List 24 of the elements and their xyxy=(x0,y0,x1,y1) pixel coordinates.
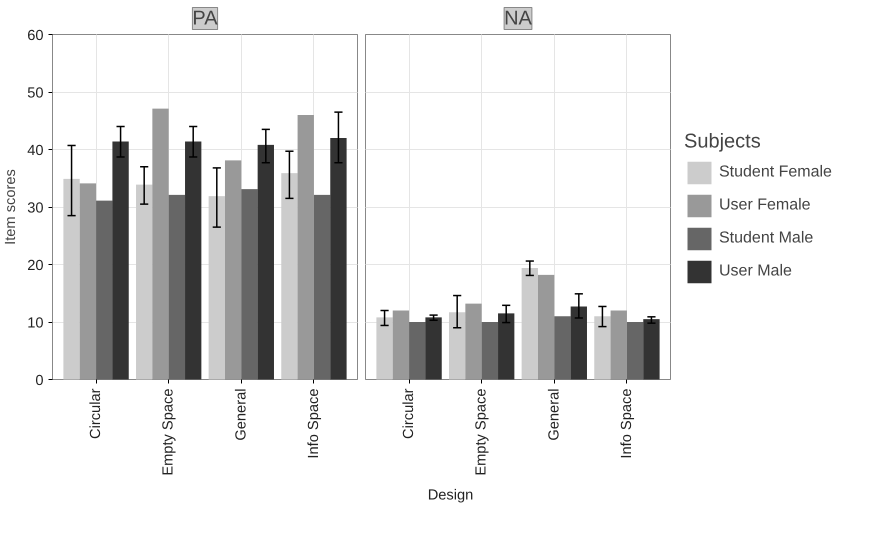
y-tick-label: 10 xyxy=(27,316,44,332)
legend-label: Student Male xyxy=(719,229,814,247)
y-axis-title: Item scores xyxy=(3,169,20,245)
x-tick-label: Empty Space xyxy=(160,388,177,476)
y-tick-label: 0 xyxy=(35,373,44,389)
legend-label: User Male xyxy=(719,262,792,280)
y-tick-label: 20 xyxy=(27,258,44,274)
legend-label: User Female xyxy=(719,196,811,214)
chart-title: PA xyxy=(192,8,218,30)
legend-label: Student Female xyxy=(719,163,832,181)
y-tick-label: 40 xyxy=(27,143,44,159)
x-axis-title: Design xyxy=(428,488,474,504)
x-tick-label: Circular xyxy=(88,388,104,439)
x-tick-label: Info Space xyxy=(618,388,635,459)
legend-title: Subjects xyxy=(684,130,762,153)
x-tick-label: Info Space xyxy=(306,388,322,459)
chart-title: NA xyxy=(504,8,533,30)
x-tick-label: Empty Space xyxy=(474,388,490,476)
x-tick-label: Circular xyxy=(401,388,418,439)
x-tick-label: General xyxy=(546,388,562,441)
y-tick-label: 50 xyxy=(27,86,44,102)
y-tick-label: 60 xyxy=(27,28,44,44)
y-tick-label: 30 xyxy=(27,200,44,216)
x-tick-label: General xyxy=(233,388,250,441)
